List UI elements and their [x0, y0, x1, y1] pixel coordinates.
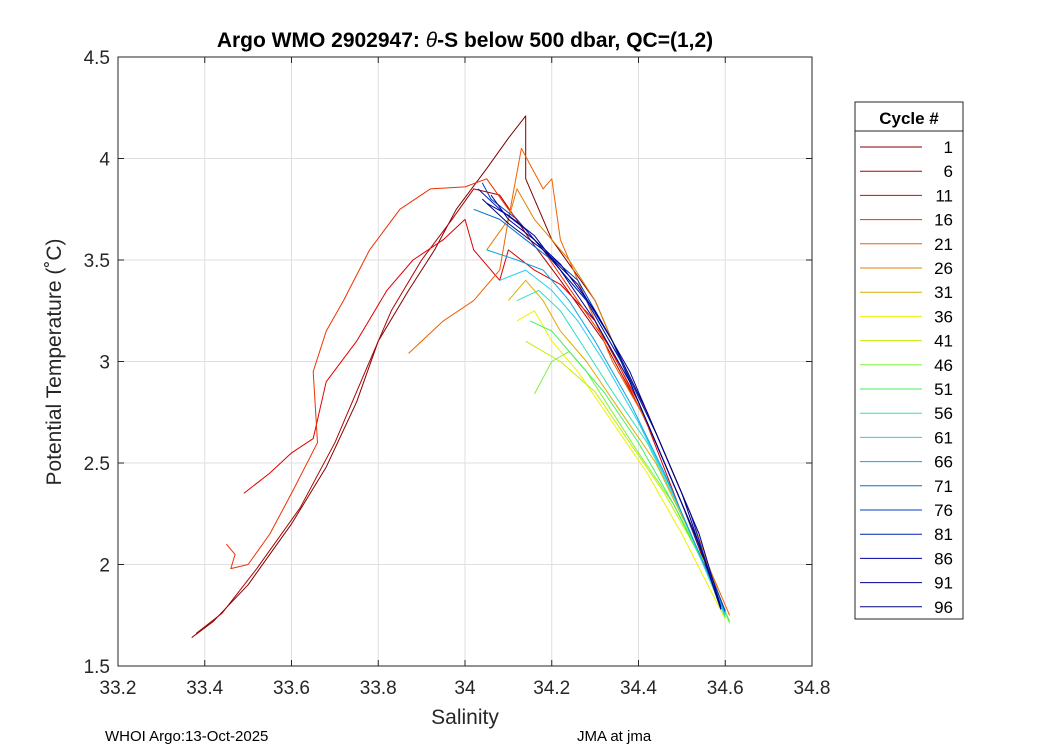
y-tick-label: 3: [99, 353, 110, 374]
legend-entry-label: 86: [934, 549, 953, 568]
legend-entry-label: 31: [934, 283, 953, 302]
x-axis-label: Salinity: [431, 706, 499, 729]
x-tick-label: 33.2: [100, 678, 137, 699]
chart-title-prefix: Argo WMO 2902947:: [217, 29, 426, 52]
chart-title: Argo WMO 2902947: θ-S below 500 dbar, QC…: [217, 29, 713, 52]
legend-entry-label: 81: [934, 525, 953, 544]
series-layer: [191, 115, 731, 638]
series-line-cycle-91: [486, 202, 722, 610]
series-line-cycle-96: [481, 198, 722, 610]
series-line-cycle-66: [486, 249, 726, 614]
x-tick-label: 33.8: [360, 678, 397, 699]
legend-entry-label: 91: [934, 574, 953, 593]
series-line-cycle-61: [499, 269, 726, 616]
legend-entry-label: 56: [934, 404, 953, 423]
x-tick-label: 34.6: [707, 678, 744, 699]
y-tick-label: 4: [99, 150, 110, 171]
legend-entry-label: 76: [934, 501, 953, 520]
footer-right: JMA at jma: [577, 728, 652, 745]
x-axis-ticks: 33.2 33.4 33.6 33.8 34 34.2 34.4 34.6 34.8: [100, 57, 831, 699]
legend-entry-label: 71: [934, 477, 953, 496]
series-line-cycle-31: [508, 279, 726, 618]
chart-title-suffix: -S below 500 dbar, QC=(1,2): [437, 29, 713, 52]
legend-title: Cycle #: [879, 109, 939, 128]
y-tick-label: 2.5: [84, 454, 110, 475]
y-tick-label: 2: [99, 556, 110, 577]
series-line-cycle-21: [408, 147, 731, 616]
legend: Cycle # 16111621263136414651566166717681…: [854, 101, 964, 620]
x-tick-label: 34.8: [794, 678, 831, 699]
x-tick-label: 33.4: [186, 678, 223, 699]
chart-title-theta: θ: [426, 29, 438, 52]
y-tick-label: 4.5: [84, 48, 110, 69]
series-line-cycle-16: [226, 178, 726, 612]
legend-entry-label: 6: [944, 162, 953, 181]
series-line-cycle-6: [195, 188, 722, 634]
legend-entry-label: 26: [934, 259, 953, 278]
legend-entry-label: 51: [934, 380, 953, 399]
legend-entry-label: 66: [934, 453, 953, 472]
legend-entry-label: 36: [934, 307, 953, 326]
legend-entry-label: 16: [934, 211, 953, 230]
series-line-cycle-86: [490, 194, 722, 608]
x-tick-label: 33.6: [273, 678, 310, 699]
legend-entry-label: 96: [934, 598, 953, 617]
footer-left: WHOI Argo:13-Oct-2025: [105, 728, 268, 745]
series-line-cycle-56: [516, 289, 726, 618]
legend-box: [854, 101, 964, 620]
y-axis-ticks: 1.5 2 2.5 3 3.5 4 4.5: [84, 48, 812, 678]
series-line-cycle-36: [516, 310, 726, 620]
legend-entry-label: 61: [934, 428, 953, 447]
x-tick-label: 34.2: [533, 678, 570, 699]
legend-entry-label: 46: [934, 356, 953, 375]
legend-entry-label: 41: [934, 332, 953, 351]
y-axis-label: Potential Temperature (˚C): [43, 238, 66, 485]
x-tick-label: 34: [454, 678, 476, 699]
y-tick-label: 3.5: [84, 251, 110, 272]
legend-entry-label: 21: [934, 235, 953, 254]
legend-entry-label: 1: [944, 138, 953, 157]
legend-entry-label: 11: [935, 186, 953, 205]
x-tick-label: 34.4: [620, 678, 657, 699]
y-tick-label: 1.5: [84, 657, 110, 678]
